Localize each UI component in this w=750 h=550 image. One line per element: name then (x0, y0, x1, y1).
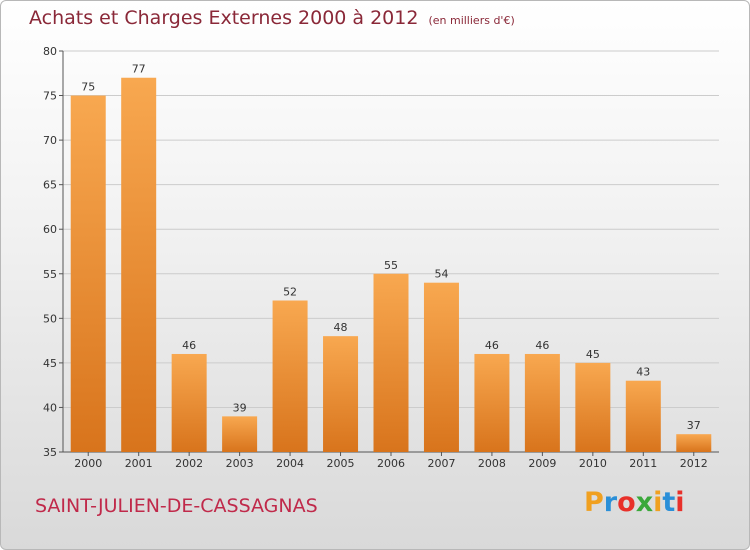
bar (373, 273, 409, 452)
x-tick-label: 2003 (226, 457, 254, 470)
x-tick-label: 2012 (680, 457, 708, 470)
bar-value-label: 46 (485, 339, 499, 352)
bar (575, 362, 611, 452)
x-tick-label: 2009 (528, 457, 556, 470)
x-tick-label: 2010 (579, 457, 607, 470)
bar-value-label: 55 (384, 259, 398, 272)
bar (323, 336, 359, 452)
place-name: SAINT-JULIEN-DE-CASSAGNAS (35, 495, 318, 517)
x-tick-label: 2008 (478, 457, 506, 470)
logo-letter: i (675, 487, 685, 518)
y-tick-label: 70 (43, 134, 57, 147)
chart-unit: (en milliers d'€) (428, 14, 515, 27)
x-tick-label: 2002 (175, 457, 203, 470)
y-tick-label: 75 (43, 90, 57, 103)
logo-letter: o (617, 487, 636, 518)
bar (676, 434, 712, 452)
proxiti-logo: Proxiti (584, 487, 685, 518)
y-tick-label: 55 (43, 268, 57, 281)
bar (423, 282, 459, 452)
bar-value-label: 46 (182, 339, 196, 352)
bar (121, 77, 157, 452)
bar (171, 353, 207, 452)
bar-value-label: 75 (81, 81, 95, 94)
bar-value-label: 39 (233, 401, 247, 414)
logo-letter: x (635, 487, 654, 518)
chart-title: Achats et Charges Externes 2000 à 2012 (e… (29, 7, 515, 29)
logo-letter: P (584, 487, 604, 518)
bars (70, 77, 712, 453)
bar-value-label: 45 (586, 348, 600, 361)
x-tick-label: 2006 (377, 457, 405, 470)
y-tick-label: 65 (43, 179, 57, 192)
bar (524, 353, 560, 452)
x-tick-label: 2000 (74, 457, 102, 470)
bar (272, 300, 308, 452)
x-tick-label: 2001 (125, 457, 153, 470)
x-tick-label: 2005 (327, 457, 355, 470)
y-tick-label: 40 (43, 401, 57, 414)
x-tick-label: 2011 (629, 457, 657, 470)
y-tick-label: 35 (43, 446, 57, 459)
bar-value-label: 46 (535, 339, 549, 352)
logo-letter: r (603, 487, 618, 518)
bar (222, 416, 258, 452)
logo-letter: i (653, 487, 663, 518)
y-tick-label: 80 (43, 45, 57, 58)
bar (625, 380, 661, 452)
bar-value-label: 43 (636, 366, 650, 379)
bar-value-label: 77 (132, 63, 146, 76)
labels: 35 40 45 50 55 60 65 70 75 80 75 2000 77 2001 46 2002 39… (43, 45, 708, 470)
y-tick-label: 45 (43, 357, 57, 370)
x-tick-label: 2004 (276, 457, 304, 470)
bar-value-label: 37 (687, 419, 701, 432)
bar (474, 353, 510, 452)
bar (70, 95, 106, 453)
y-tick-label: 60 (43, 223, 57, 236)
bar-value-label: 48 (334, 321, 348, 334)
bar-value-label: 54 (434, 268, 448, 281)
logo-letter: t (662, 487, 676, 518)
y-tick-label: 50 (43, 312, 57, 325)
bar-value-label: 52 (283, 286, 297, 299)
chart-title-text: Achats et Charges Externes 2000 à 2012 (29, 7, 419, 29)
x-tick-label: 2007 (427, 457, 455, 470)
